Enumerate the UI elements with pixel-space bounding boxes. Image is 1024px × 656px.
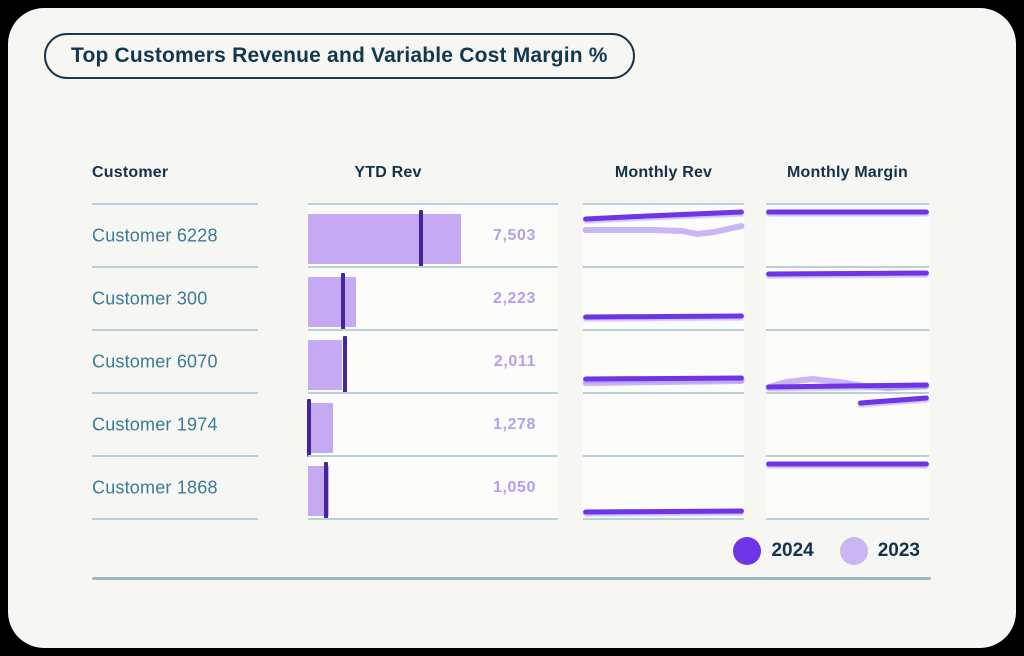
column-header-monthly-margin: Monthly Margin: [786, 164, 908, 181]
monthly-margin-sparkline: [767, 331, 928, 394]
ytd-rev-cell: 7,503: [308, 203, 558, 268]
monthly-margin-cell: [766, 392, 929, 455]
customer-cell: Customer 1974: [92, 392, 258, 455]
ytd-rev-value: 2,011: [493, 352, 536, 370]
ytd-target-tick: [341, 273, 345, 331]
table-row[interactable]: Customer 300 2,223: [8, 266, 1016, 331]
ytd-target-tick: [324, 462, 328, 520]
customer-name: Customer 1974: [92, 414, 218, 434]
ytd-rev-value: 1,050: [492, 478, 536, 496]
monthly-margin-sparkline: [767, 205, 928, 268]
monthly-rev-sparkline-2024: [586, 511, 742, 512]
monthly-rev-sparkline-2023: [586, 226, 742, 234]
ytd-rev-value: 1,278: [492, 415, 536, 433]
monthly-rev-cell: [583, 329, 744, 392]
ytd-rev-bar[interactable]: [308, 340, 342, 390]
monthly-rev-sparkline: [584, 331, 743, 394]
monthly-margin-sparkline: [767, 394, 928, 457]
ytd-target-tick: [343, 336, 347, 394]
customer-name: Customer 6070: [92, 351, 218, 371]
legend-label-2023: 2023: [877, 540, 920, 561]
customer-name: Customer 6228: [92, 225, 218, 245]
legend-swatch-2023: [839, 537, 868, 565]
customer-name: Customer 1868: [92, 477, 218, 497]
table-row[interactable]: Customer 1974 1,278: [8, 392, 1016, 457]
table-row[interactable]: Customer 1868 1,050: [8, 455, 1016, 520]
column-header-monthly-rev: Monthly Rev: [614, 164, 713, 181]
monthly-margin-sparkline-2023: [769, 379, 927, 388]
table-row[interactable]: Customer 6228 7,503: [8, 203, 1016, 268]
monthly-rev-sparkline: [584, 268, 743, 331]
column-header-ytd-rev: YTD Rev: [354, 164, 422, 181]
ytd-target-tick: [418, 210, 423, 268]
legend-swatch-2024: [733, 537, 762, 565]
ytd-rev-bar[interactable]: [308, 277, 356, 327]
ytd-rev-cell: 2,223: [308, 266, 558, 331]
monthly-margin-sparkline: [767, 457, 928, 520]
monthly-margin-sparkline-2024: [860, 398, 926, 403]
table-body: Customer 6228 7,503 Customer 300 2,223 Custo…: [8, 203, 1016, 520]
monthly-rev-sparkline: [584, 394, 743, 457]
legend-item-2023[interactable]: 2023: [839, 537, 920, 565]
monthly-margin-cell: [766, 455, 929, 518]
ytd-rev-value: 2,223: [492, 289, 536, 307]
customer-cell: Customer 300: [92, 266, 258, 329]
ytd-rev-bar[interactable]: [308, 466, 329, 516]
monthly-rev-sparkline-2024: [586, 378, 742, 379]
column-header-customer: Customer: [92, 164, 169, 181]
customer-cell: Customer 6070: [92, 329, 258, 392]
monthly-margin-cell: [766, 203, 929, 266]
ytd-rev-cell: 2,011: [308, 329, 558, 394]
closing-divider: [308, 518, 558, 520]
monthly-rev-sparkline-2024: [586, 316, 742, 317]
ytd-rev-bar[interactable]: [308, 403, 333, 453]
legend-label-2024: 2024: [771, 540, 814, 561]
ytd-target-tick: [307, 399, 311, 457]
monthly-rev-sparkline-2023: [586, 381, 742, 383]
chart-legend: 2024 2023: [733, 537, 920, 565]
monthly-rev-sparkline: [584, 205, 743, 268]
ytd-rev-bar[interactable]: [308, 214, 461, 264]
monthly-margin-cell: [766, 329, 929, 392]
table-header-row: Customer YTD Rev Monthly Rev Monthly Mar…: [8, 164, 1016, 190]
table-row[interactable]: Customer 6070 2,011: [8, 329, 1016, 394]
monthly-rev-sparkline-2024: [586, 212, 742, 219]
bottom-divider: [92, 577, 931, 580]
monthly-margin-sparkline-2024: [769, 273, 927, 274]
customer-name: Customer 300: [92, 288, 208, 308]
monthly-rev-sparkline: [584, 457, 743, 520]
ytd-rev-cell: 1,050: [308, 455, 558, 520]
chart-title: Top Customers Revenue and Variable Cost …: [71, 44, 608, 67]
monthly-rev-cell: [583, 455, 744, 518]
closing-divider: [766, 518, 929, 520]
ytd-rev-value: 7,503: [492, 226, 536, 244]
chart-title-pill: Top Customers Revenue and Variable Cost …: [44, 33, 635, 79]
monthly-rev-cell: [583, 392, 744, 455]
closing-divider: [92, 518, 258, 520]
dashboard-card: Top Customers Revenue and Variable Cost …: [8, 8, 1016, 648]
monthly-margin-sparkline-2024: [769, 385, 927, 387]
monthly-rev-cell: [583, 203, 744, 266]
monthly-margin-sparkline: [767, 268, 928, 331]
legend-item-2024[interactable]: 2024: [733, 537, 814, 565]
closing-divider: [583, 518, 744, 520]
ytd-rev-cell: 1,278: [307, 392, 558, 457]
customer-cell: Customer 1868: [92, 455, 258, 518]
monthly-margin-cell: [766, 266, 929, 329]
customer-cell: Customer 6228: [92, 203, 258, 266]
monthly-rev-cell: [583, 266, 744, 329]
